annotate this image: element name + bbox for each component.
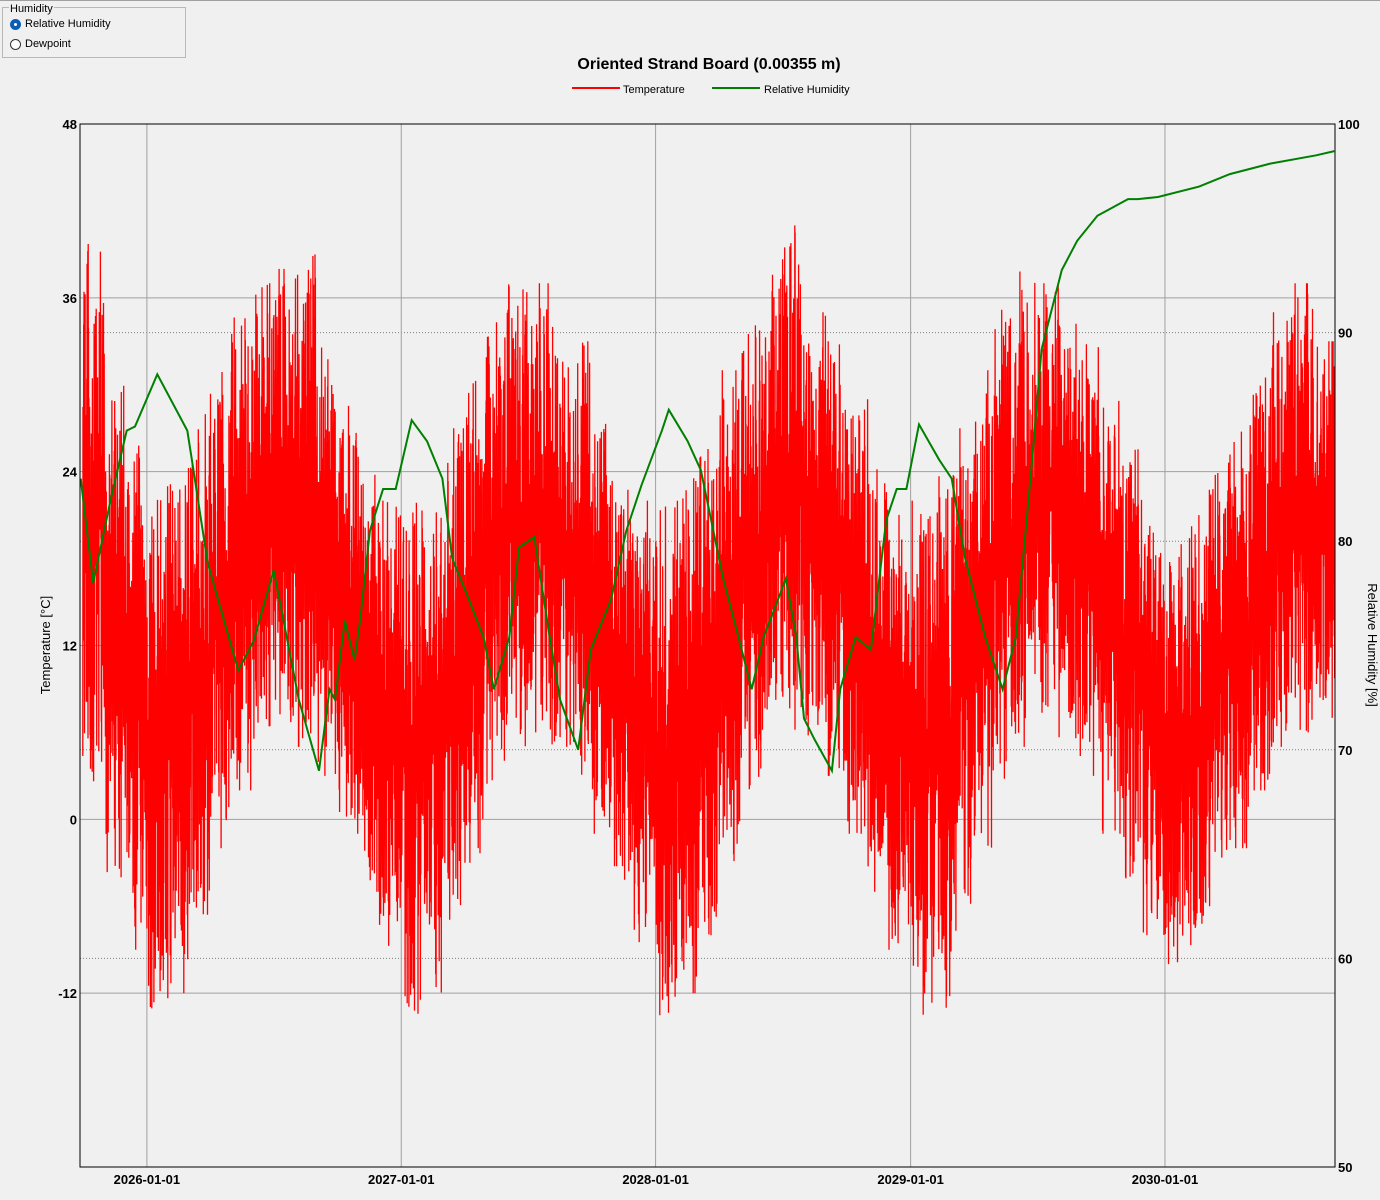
plot-frame [79,123,1336,1168]
y-tick-right-label: 50 [1338,1160,1352,1175]
radio-unselected-icon [10,38,21,50]
y-axis-right-label: Relative Humidity [%] [1365,583,1380,707]
y-tick-right-label: 60 [1338,951,1352,966]
y-tick-right-label: 70 [1338,743,1352,758]
humidity-group: Humidity Relative Humidity Dewpoint [2,3,186,58]
window-top-border [0,0,1380,1]
relative-humidity-label: Relative Humidity [25,18,111,30]
y-tick-right-label: 100 [1338,117,1360,132]
y-axis-left-label: Temperature [°C] [38,596,53,694]
x-tick-label: 2026-01-01 [114,1172,181,1187]
relative-humidity-series-line [79,150,1335,774]
legend-temperature-label: Temperature [623,84,685,96]
chart-title: Oriented Strand Board (0.00355 m) [577,56,840,73]
humidity-group-title: Humidity [9,3,54,15]
y-tick-left-label: 48 [63,117,77,132]
x-tick-label: 2030-01-01 [1132,1172,1199,1187]
legend-humidity-label: Relative Humidity [764,84,850,96]
radio-selected-icon [10,18,21,30]
y-tick-right-label: 80 [1338,534,1352,549]
y-tick-right-label: 90 [1338,326,1352,341]
y-tick-left-label: -12 [58,986,77,1001]
x-tick-label: 2028-01-01 [622,1172,689,1187]
y-tick-left-label: 24 [63,465,78,480]
x-tick-label: 2029-01-01 [877,1172,944,1187]
dewpoint-label: Dewpoint [25,38,71,50]
y-tick-left-label: 0 [70,812,77,827]
temperature-series-line [82,225,1336,1016]
y-tick-left-label: 36 [63,291,77,306]
legend: Temperature Relative Humidity [572,84,850,96]
x-tick-label: 2027-01-01 [368,1172,435,1187]
y-tick-left-label: 12 [63,639,77,654]
relative-humidity-radio[interactable]: Relative Humidity [10,18,111,30]
dewpoint-radio[interactable]: Dewpoint [10,38,71,50]
